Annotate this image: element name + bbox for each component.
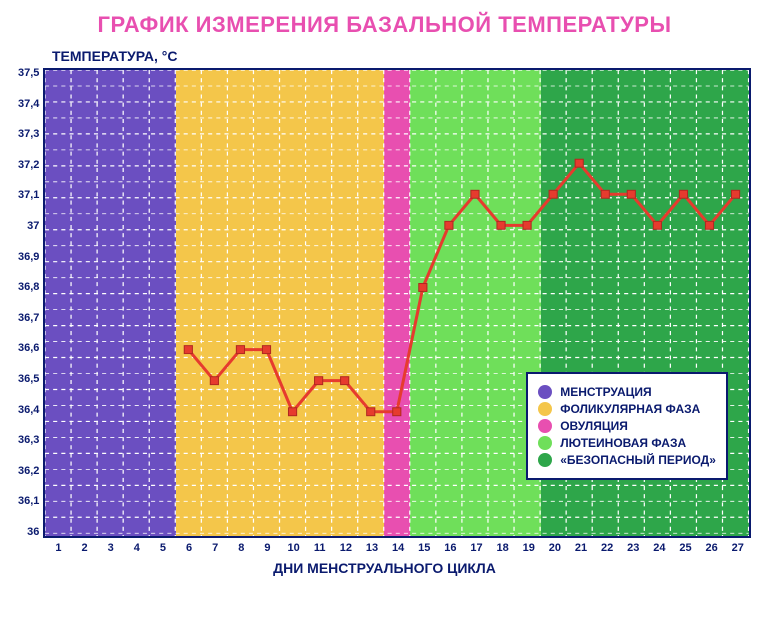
legend-label: МЕНСТРУАЦИЯ bbox=[560, 385, 651, 399]
x-tick: 19 bbox=[516, 542, 542, 554]
x-tick: 12 bbox=[333, 542, 359, 554]
y-tick: 37,5 bbox=[18, 68, 39, 79]
x-tick: 7 bbox=[202, 542, 228, 554]
legend-swatch bbox=[538, 419, 552, 433]
y-tick: 36 bbox=[18, 527, 39, 538]
x-tick: 25 bbox=[672, 542, 698, 554]
x-tick: 23 bbox=[620, 542, 646, 554]
x-axis-ticks: 1234567891011121314151617181920212223242… bbox=[45, 542, 751, 554]
x-tick: 8 bbox=[228, 542, 254, 554]
y-tick: 36,9 bbox=[18, 252, 39, 263]
legend-swatch bbox=[538, 402, 552, 416]
legend-item: ЛЮТЕИНОВАЯ ФАЗА bbox=[538, 436, 716, 450]
x-tick: 15 bbox=[411, 542, 437, 554]
legend-item: ФОЛИКУЛЯРНАЯ ФАЗА bbox=[538, 402, 716, 416]
x-tick: 17 bbox=[463, 542, 489, 554]
legend-item: МЕНСТРУАЦИЯ bbox=[538, 385, 716, 399]
x-tick: 3 bbox=[98, 542, 124, 554]
x-tick: 1 bbox=[45, 542, 71, 554]
y-tick: 36,7 bbox=[18, 313, 39, 324]
legend: МЕНСТРУАЦИЯ ФОЛИКУЛЯРНАЯ ФАЗА ОВУЛЯЦИЯ ЛЮТЕ… bbox=[526, 372, 728, 480]
y-tick: 36,1 bbox=[18, 496, 39, 507]
x-tick: 20 bbox=[542, 542, 568, 554]
legend-item: ОВУЛЯЦИЯ bbox=[538, 419, 716, 433]
y-axis-label: ТЕМПЕРАТУРА, °С bbox=[52, 48, 751, 64]
legend-label: ФОЛИКУЛЯРНАЯ ФАЗА bbox=[560, 402, 700, 416]
legend-item: «БЕЗОПАСНЫЙ ПЕРИОД» bbox=[538, 453, 716, 467]
legend-swatch bbox=[538, 385, 552, 399]
x-tick: 4 bbox=[124, 542, 150, 554]
y-tick: 37,1 bbox=[18, 190, 39, 201]
y-tick: 36,8 bbox=[18, 282, 39, 293]
x-tick: 13 bbox=[359, 542, 385, 554]
y-tick: 37,4 bbox=[18, 99, 39, 110]
x-tick: 27 bbox=[725, 542, 751, 554]
legend-label: ОВУЛЯЦИЯ bbox=[560, 419, 628, 433]
y-tick: 36,5 bbox=[18, 374, 39, 385]
chart-area: 37,5 37,4 37,3 37,2 37,1 37 36,9 36,8 36,7 36,6 36… bbox=[18, 68, 751, 538]
x-tick: 5 bbox=[150, 542, 176, 554]
x-tick: 24 bbox=[646, 542, 672, 554]
legend-swatch bbox=[538, 436, 552, 450]
legend-swatch bbox=[538, 453, 552, 467]
x-tick: 10 bbox=[281, 542, 307, 554]
x-tick: 2 bbox=[72, 542, 98, 554]
y-tick: 36,2 bbox=[18, 466, 39, 477]
x-tick: 9 bbox=[254, 542, 280, 554]
y-axis-ticks: 37,5 37,4 37,3 37,2 37,1 37 36,9 36,8 36,7 36,6 36… bbox=[18, 68, 43, 538]
x-tick: 26 bbox=[699, 542, 725, 554]
y-tick: 36,4 bbox=[18, 405, 39, 416]
y-tick: 36,3 bbox=[18, 435, 39, 446]
x-tick: 21 bbox=[568, 542, 594, 554]
y-tick: 37 bbox=[18, 221, 39, 232]
x-axis-label: ДНИ МЕНСТРУАЛЬНОГО ЦИКЛА bbox=[18, 560, 751, 576]
plot-area: МЕНСТРУАЦИЯ ФОЛИКУЛЯРНАЯ ФАЗА ОВУЛЯЦИЯ ЛЮТЕ… bbox=[43, 68, 751, 538]
x-tick: 22 bbox=[594, 542, 620, 554]
legend-label: «БЕЗОПАСНЫЙ ПЕРИОД» bbox=[560, 453, 716, 467]
x-tick: 14 bbox=[385, 542, 411, 554]
x-tick: 6 bbox=[176, 542, 202, 554]
xaxis-spacer bbox=[18, 538, 45, 554]
x-tick: 16 bbox=[437, 542, 463, 554]
y-tick: 36,6 bbox=[18, 343, 39, 354]
y-tick: 37,2 bbox=[18, 160, 39, 171]
chart-title: ГРАФИК ИЗМЕРЕНИЯ БАЗАЛЬНОЙ ТЕМПЕРАТУРЫ bbox=[18, 12, 751, 38]
legend-label: ЛЮТЕИНОВАЯ ФАЗА bbox=[560, 436, 686, 450]
y-tick: 37,3 bbox=[18, 129, 39, 140]
x-tick: 18 bbox=[490, 542, 516, 554]
x-tick: 11 bbox=[307, 542, 333, 554]
